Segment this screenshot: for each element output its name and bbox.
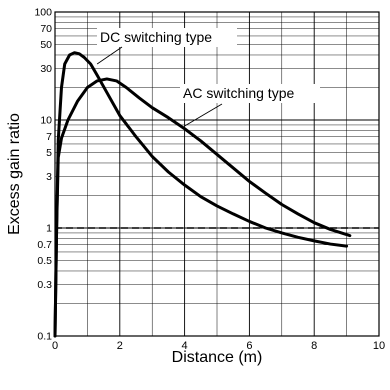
annotations-group: DC switching type AC switching type [96, 28, 320, 127]
series-line-dc [53, 51, 349, 338]
y-tick-label: 7 [46, 131, 52, 143]
y-tick-label: 50 [40, 39, 52, 51]
y-tick-label: 30 [40, 63, 52, 75]
y-tick-label: 1 [46, 223, 52, 235]
y-tick-label: 100 [34, 7, 52, 19]
annotation-bg [97, 28, 237, 47]
x-axis-title: Distance (m) [172, 349, 263, 366]
tick-labels: 0 2 4 6 8 10 0.1 0.3 0.5 0.7 1 3 5 7 10 30 50 70 100 [34, 7, 385, 353]
x-tick-label: 10 [373, 340, 385, 352]
y-tick-label: 3 [46, 171, 52, 183]
series-line-ac [53, 77, 352, 338]
annotation-ac-label: AC switching type [183, 85, 294, 101]
x-tick-label: 6 [246, 340, 252, 352]
x-tick-label: 8 [311, 340, 317, 352]
grid [54, 12, 380, 337]
annotation-leader [184, 103, 223, 127]
y-axis-title: Excess gain ratio [6, 113, 23, 235]
y-tick-label: 5 [46, 147, 52, 159]
annotation-dc-label: DC switching type [100, 29, 212, 45]
y-tick-label: 0.3 [37, 279, 52, 291]
series-group [53, 51, 352, 338]
x-tick-label: 4 [182, 340, 188, 352]
y-tick-label: 0.5 [37, 255, 52, 267]
annotation-leader [96, 46, 123, 65]
y-tick-label: 70 [40, 23, 52, 35]
y-tick-label: 0.7 [37, 239, 52, 251]
y-tick-label: 10 [40, 115, 52, 127]
annotation-bg [180, 84, 320, 103]
y-tick-label: 0.1 [37, 331, 52, 343]
plot-frame [54, 11, 380, 337]
x-tick-label: 0 [52, 340, 58, 352]
x-tick-label: 2 [117, 340, 123, 352]
